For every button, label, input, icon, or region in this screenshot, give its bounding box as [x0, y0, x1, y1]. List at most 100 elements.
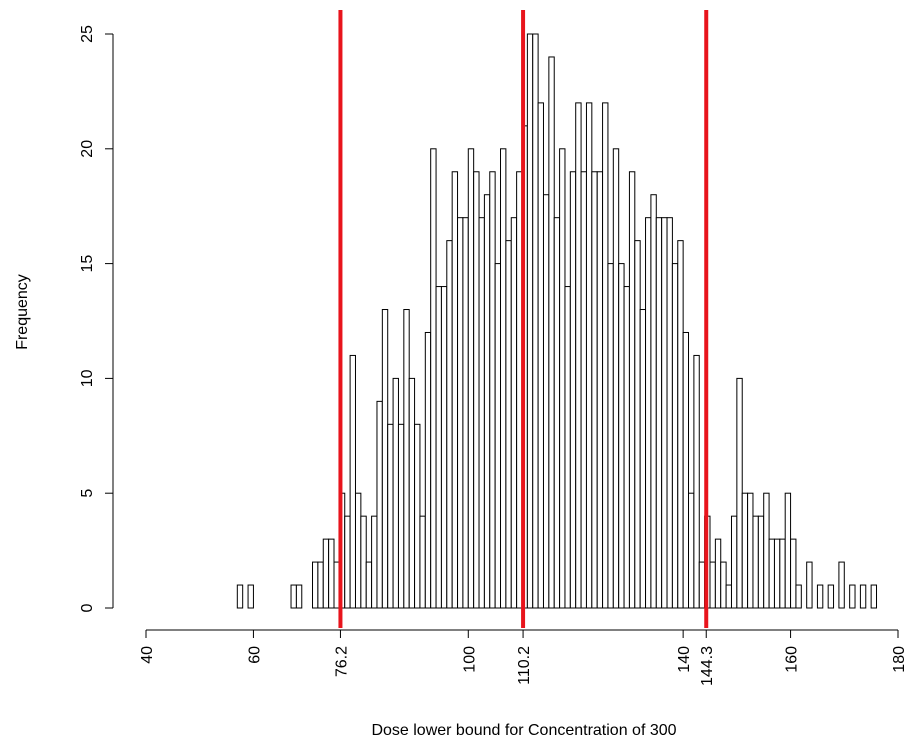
- y-axis-label: Frequency: [14, 274, 31, 350]
- histogram-bar: [757, 515, 765, 609]
- histogram-bar: [795, 584, 802, 609]
- histogram-bar: [827, 584, 835, 609]
- histogram-bar: [784, 492, 792, 609]
- histogram-bar: [537, 102, 544, 609]
- y-tick-label: 20: [79, 140, 96, 158]
- histogram-bar: [295, 584, 303, 609]
- x-tick-label: 180: [891, 646, 908, 673]
- x-axis-label: Dose lower bound for Concentration of 30…: [371, 722, 676, 739]
- histogram-bar: [849, 584, 856, 609]
- histogram-bar: [526, 33, 534, 609]
- histogram-bar: [585, 102, 593, 609]
- histogram-bar: [569, 171, 577, 609]
- histogram-bar: [483, 194, 491, 609]
- histogram-bar: [698, 561, 706, 609]
- x-tick-label: 144.3: [699, 646, 716, 686]
- histogram-bar: [591, 171, 598, 609]
- histogram-bar: [870, 584, 878, 609]
- histogram-bar: [419, 515, 426, 609]
- histogram-bar: [414, 423, 421, 609]
- histogram-bar: [602, 102, 609, 609]
- histogram-bar: [763, 492, 770, 609]
- histogram-bar: [344, 515, 351, 609]
- histogram-bar: [720, 561, 727, 609]
- histogram-bar: [559, 148, 566, 609]
- histogram-bar: [376, 400, 383, 609]
- x-tick-label: 40: [139, 646, 156, 664]
- histogram-bar: [634, 240, 641, 609]
- histogram-bar: [564, 286, 571, 609]
- histogram-bar: [542, 194, 550, 609]
- histogram-bar: [714, 538, 722, 609]
- histogram-bar: [618, 263, 625, 609]
- histogram-bar: [790, 538, 797, 609]
- y-tick-label: 5: [79, 489, 96, 498]
- histogram-bar: [693, 354, 700, 609]
- histogram-bar: [403, 309, 410, 609]
- y-axis: 0 5 10 15 20 25: [79, 25, 114, 612]
- histogram-bar: [532, 33, 539, 609]
- histogram-bar: [247, 584, 254, 609]
- histogram-bar: [467, 148, 475, 609]
- histogram-bar: [424, 331, 432, 609]
- histogram-bar: [661, 217, 668, 609]
- y-tick-label: 15: [79, 255, 96, 273]
- histogram-bar: [387, 423, 394, 609]
- histogram-bar: [645, 217, 652, 609]
- histogram-bar: [580, 171, 587, 609]
- histogram-bar: [317, 561, 324, 609]
- histogram-bar: [709, 561, 716, 609]
- histogram-bar: [730, 515, 738, 609]
- histogram-bar: [322, 538, 330, 609]
- histogram-bar: [478, 217, 485, 609]
- histogram-bar: [360, 515, 367, 609]
- histogram-bar: [575, 102, 582, 609]
- histogram-bar: [639, 309, 647, 609]
- histogram-bar: [688, 492, 695, 609]
- histogram-bar: [494, 263, 502, 609]
- histogram-bar: [462, 217, 469, 609]
- y-tick-label: 10: [79, 369, 96, 387]
- histogram-bar: [489, 171, 496, 609]
- histogram-bar: [838, 561, 845, 609]
- histogram-bar: [607, 263, 614, 609]
- x-tick-label: 160: [784, 646, 801, 673]
- histogram-bar: [725, 584, 732, 609]
- histogram-bar: [381, 309, 389, 609]
- histogram-bar: [596, 171, 604, 609]
- histogram-bar: [430, 148, 437, 609]
- histogram-bar: [806, 561, 813, 609]
- histogram-bar: [236, 584, 244, 609]
- x-tick-label: 76.2: [333, 646, 350, 677]
- histogram-bar: [312, 561, 319, 609]
- histogram-bar: [451, 171, 459, 609]
- histogram-bar: [349, 354, 356, 609]
- histogram-bar: [446, 240, 453, 609]
- histogram-bar: [747, 492, 754, 609]
- x-tick-label: 60: [246, 646, 263, 664]
- histogram-bar: [612, 148, 620, 609]
- y-tick-label: 0: [79, 603, 96, 612]
- histogram-bar: [500, 148, 507, 609]
- histogram-bar: [736, 377, 743, 609]
- histogram-bar: [553, 217, 561, 609]
- histogram-bar: [666, 217, 673, 609]
- x-tick-label: 100: [461, 646, 478, 673]
- histogram-bar: [457, 217, 464, 609]
- histogram-bar: [677, 240, 684, 609]
- histogram-bar: [435, 286, 442, 609]
- histogram-bar: [816, 584, 824, 609]
- histogram-bar: [371, 515, 378, 609]
- histogram-bar: [768, 538, 775, 609]
- histogram-bar: [628, 171, 636, 609]
- histogram-bar: [473, 171, 480, 609]
- histogram-bar: [290, 584, 297, 609]
- x-tick-label: 140: [676, 646, 693, 673]
- x-axis: 40 60 76.2 100 110.2 140 144.3 160 180: [139, 629, 908, 686]
- histogram-bar: [365, 561, 373, 609]
- y-tick-label: 25: [79, 25, 96, 43]
- histogram-bar: [440, 286, 448, 609]
- histogram-bar: [392, 377, 399, 609]
- histogram-bar: [773, 538, 781, 609]
